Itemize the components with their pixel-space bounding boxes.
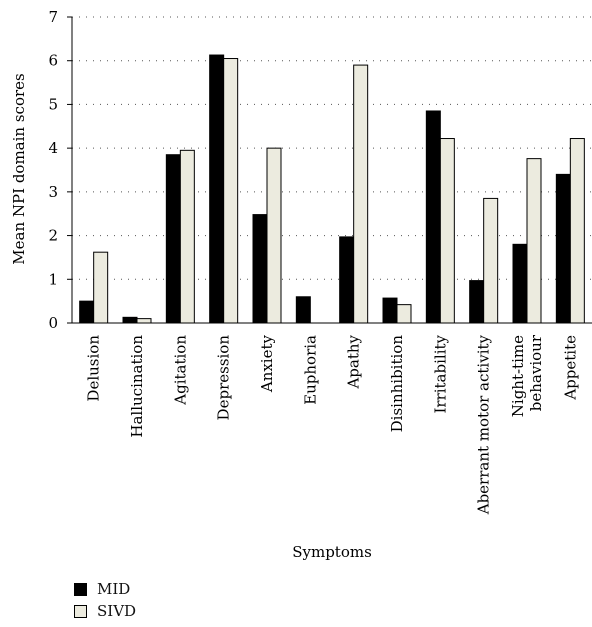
bar-sivd [526, 158, 542, 324]
bar-sivd [569, 138, 585, 324]
x-tick-label: Anxiety [258, 334, 276, 393]
bar-mid [555, 173, 571, 324]
bar-mid [252, 214, 268, 324]
x-tick-label: Night-time behaviour [509, 334, 545, 417]
x-tick-label: Euphoria [301, 335, 319, 405]
y-tick-label: 7 [48, 8, 58, 26]
x-tick-label-line: Apathy [345, 334, 363, 389]
bar-sivd [353, 64, 369, 324]
x-tick-label: Agitation [171, 335, 189, 406]
axes [67, 16, 592, 324]
x-tick-label: Appetite [561, 335, 579, 401]
bar-mid [122, 316, 138, 324]
y-tick-label: 1 [48, 270, 58, 288]
x-tick-label-line: Night-time [509, 335, 527, 417]
y-tick-labels: 0 1 2 3 4 5 6 7 [48, 8, 58, 332]
bars [79, 54, 585, 324]
bar-mid [512, 243, 528, 324]
y-axis-label: Mean NPI domain scores [10, 73, 28, 264]
x-tick-label-line: Hallucination [128, 335, 146, 438]
y-tick-label: 3 [48, 183, 58, 201]
x-tick-labels: Delusion Hallucination Agitation Depression… [85, 334, 580, 515]
x-axis-label: Symptoms [292, 543, 372, 561]
y-tick-label: 4 [48, 139, 58, 157]
x-tick-label-line: Delusion [85, 335, 103, 402]
x-tick-label-line: Appetite [561, 335, 579, 401]
bar-mid [209, 54, 225, 324]
bar-mid [295, 296, 311, 324]
y-tick-label: 2 [48, 227, 58, 245]
bar-mid [469, 280, 485, 324]
legend-swatch-mid [74, 582, 87, 596]
legend-label-mid: MID [97, 580, 131, 598]
x-tick-label-line: Depression [215, 335, 233, 421]
x-tick-label-line: Aberrant motor activity [475, 334, 493, 515]
bar-sivd [396, 304, 412, 324]
bar-mid [425, 110, 441, 324]
bar-sivd [483, 197, 499, 324]
legend-label-sivd: SIVD [97, 602, 137, 620]
bar-sivd [179, 149, 195, 324]
bar-mid [165, 154, 181, 324]
y-tick-label: 0 [48, 314, 58, 332]
legend-item-sivd: SIVD [74, 600, 136, 622]
x-tick-label-line: Disinhibition [388, 335, 406, 433]
bar-sivd [136, 318, 152, 324]
x-tick-label: Delusion [85, 335, 103, 402]
x-tick-label-line: Irritability [431, 334, 449, 413]
x-tick-label: Hallucination [128, 335, 146, 438]
x-tick-label-line: Agitation [171, 335, 189, 406]
legend: MID SIVD [74, 578, 136, 622]
x-tick-label: Disinhibition [388, 335, 406, 433]
x-tick-label: Irritability [431, 334, 449, 413]
bar-mid [339, 236, 355, 324]
x-tick-label-line: behaviour [527, 334, 545, 411]
x-tick-label: Depression [215, 335, 233, 421]
legend-swatch-sivd [74, 604, 87, 618]
bar-sivd [266, 147, 282, 324]
y-tick-label: 5 [48, 95, 58, 113]
bar-sivd [439, 138, 455, 324]
y-tick-label: 6 [48, 52, 58, 70]
x-tick-label: Aberrant motor activity [475, 334, 493, 515]
x-tick-label: Apathy [345, 334, 363, 389]
bar-mid [79, 300, 95, 324]
bar-sivd [223, 58, 239, 324]
bar-sivd [93, 251, 109, 324]
gridlines [72, 16, 592, 280]
x-tick-label-line: Anxiety [258, 334, 276, 393]
bar-mid [382, 297, 398, 324]
x-tick-label-line: Euphoria [301, 335, 319, 405]
legend-item-mid: MID [74, 578, 136, 600]
